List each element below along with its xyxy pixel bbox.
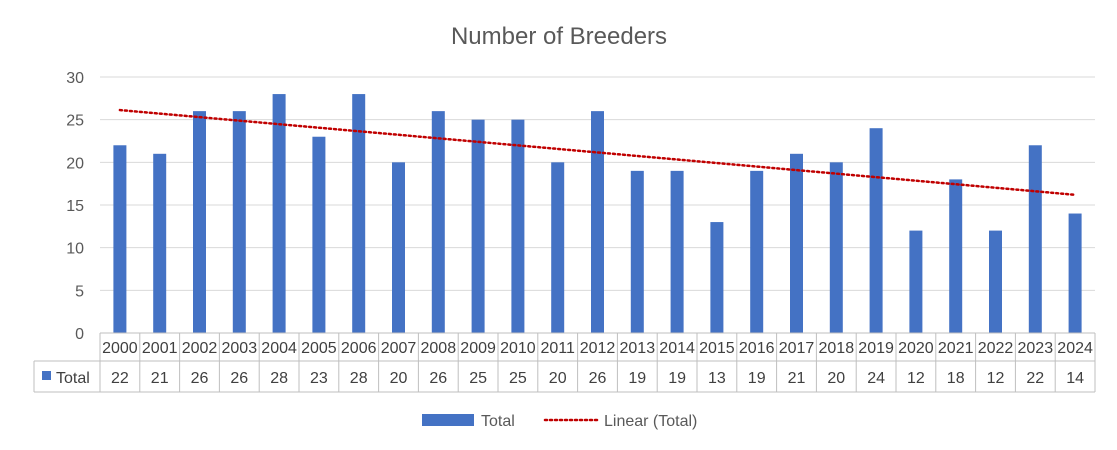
table-value: 26 xyxy=(191,370,209,387)
x-tick-label: 2000 xyxy=(102,340,138,357)
x-tick-label: 2004 xyxy=(261,340,297,357)
x-tick-label: 2001 xyxy=(142,340,178,357)
bar-2022 xyxy=(989,230,1002,333)
bar-2003 xyxy=(232,111,246,333)
table-value: 22 xyxy=(111,370,129,387)
bar-2010 xyxy=(511,119,525,333)
x-tick-label: 2002 xyxy=(182,340,218,357)
bar-2004 xyxy=(272,94,286,333)
bar-2018 xyxy=(829,162,843,333)
table-value: 20 xyxy=(549,370,567,387)
table-value: 26 xyxy=(230,370,248,387)
x-tick-label: 2020 xyxy=(898,340,934,357)
bars xyxy=(113,94,1082,333)
x-tick-label: 2011 xyxy=(540,340,575,357)
bar-2019 xyxy=(869,128,883,333)
y-tick-label: 25 xyxy=(66,113,84,130)
x-tick-label: 2017 xyxy=(779,340,815,357)
data-table: 2000 22 2001 21 2002 26 2003 26 2004 28 2005 23 2006… xyxy=(33,332,1096,393)
y-tick-label: 5 xyxy=(75,283,84,300)
x-tick-label: 2010 xyxy=(500,340,536,357)
table-value: 21 xyxy=(151,370,169,387)
trendline-linear xyxy=(118,108,1077,197)
x-tick-label: 2018 xyxy=(819,340,855,357)
bar-2021 xyxy=(949,179,963,333)
table-value: 19 xyxy=(628,370,646,387)
x-tick-label: 2016 xyxy=(739,340,775,357)
table-value: 12 xyxy=(907,370,925,387)
x-tick-label: 2014 xyxy=(659,340,695,357)
table-series-key xyxy=(42,371,51,380)
x-tick-label: 2009 xyxy=(460,340,496,357)
table-value: 22 xyxy=(1026,370,1044,387)
table-value: 13 xyxy=(708,370,726,387)
x-tick-label: 2007 xyxy=(381,340,417,357)
table-value: 26 xyxy=(429,370,447,387)
legend: Total Linear (Total) xyxy=(422,413,697,430)
table-value: 21 xyxy=(788,370,806,387)
x-tick-label: 2006 xyxy=(341,340,377,357)
legend-label-total: Total xyxy=(481,413,515,430)
bar-2016 xyxy=(750,170,764,333)
table-value: 12 xyxy=(987,370,1005,387)
y-tick-label: 15 xyxy=(66,198,84,215)
x-tick-label: 2008 xyxy=(421,340,457,357)
table-value: 28 xyxy=(350,370,368,387)
bar-2006 xyxy=(352,94,366,333)
bar-2015 xyxy=(710,222,724,333)
table-value: 20 xyxy=(827,370,845,387)
bar-2007 xyxy=(392,162,405,333)
table-value: 14 xyxy=(1066,370,1084,387)
bar-2008 xyxy=(431,111,445,333)
y-tick-label: 30 xyxy=(66,70,84,87)
bar-2024 xyxy=(1068,213,1082,333)
bar-2001 xyxy=(153,153,167,333)
x-tick-label: 2021 xyxy=(938,340,974,357)
bar-2013 xyxy=(630,170,644,333)
x-tick-label: 2013 xyxy=(620,340,656,357)
x-tick-label: 2012 xyxy=(580,340,616,357)
table-value: 19 xyxy=(748,370,766,387)
bar-2011 xyxy=(551,162,565,333)
y-tick-label: 20 xyxy=(66,155,84,172)
bar-2014 xyxy=(670,170,684,333)
y-axis: 0 5 10 15 20 25 30 xyxy=(66,70,84,343)
table-value: 20 xyxy=(390,370,408,387)
table-value: 26 xyxy=(589,370,607,387)
legend-label-linear: Linear (Total) xyxy=(604,413,697,430)
x-tick-label: 2024 xyxy=(1057,340,1093,357)
table-value: 24 xyxy=(867,370,885,387)
x-tick-label: 2023 xyxy=(1018,340,1054,357)
bar-2012 xyxy=(591,111,604,333)
bar-2009 xyxy=(471,119,485,333)
table-series-label: Total xyxy=(56,370,90,387)
table-value: 28 xyxy=(270,370,288,387)
table-value: 25 xyxy=(469,370,487,387)
table-value: 25 xyxy=(509,370,527,387)
x-tick-label: 2005 xyxy=(301,340,337,357)
trendline xyxy=(118,108,1077,197)
table-value: 19 xyxy=(668,370,686,387)
bar-2002 xyxy=(193,111,206,333)
legend-swatch-total xyxy=(422,414,474,426)
bar-2023 xyxy=(1028,145,1042,333)
bar-2017 xyxy=(790,153,803,333)
bar-2020 xyxy=(909,230,923,333)
table-value: 18 xyxy=(947,370,965,387)
bar-2000 xyxy=(113,145,127,333)
x-tick-label: 2003 xyxy=(222,340,258,357)
x-tick-label: 2022 xyxy=(978,340,1014,357)
y-tick-label: 0 xyxy=(75,326,84,343)
y-tick-label: 10 xyxy=(66,241,84,258)
chart-title: Number of Breeders xyxy=(451,23,667,50)
x-tick-label: 2015 xyxy=(699,340,735,357)
bar-2005 xyxy=(312,136,326,333)
x-tick-label: 2019 xyxy=(858,340,894,357)
table-value: 23 xyxy=(310,370,328,387)
